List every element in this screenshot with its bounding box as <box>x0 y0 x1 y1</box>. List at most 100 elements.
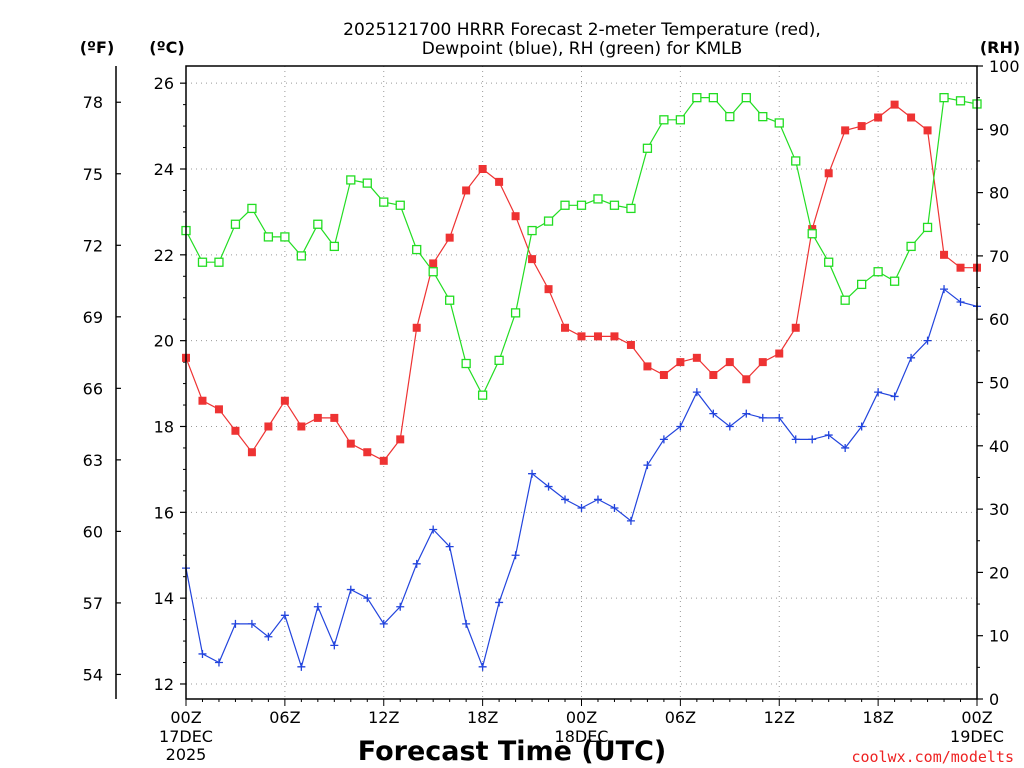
data-point <box>379 197 389 207</box>
data-point <box>692 388 701 397</box>
data-point <box>412 323 421 332</box>
time-tick-label: 00Z <box>170 708 201 727</box>
data-series <box>181 93 982 671</box>
data-point <box>659 435 668 444</box>
data-point <box>939 93 949 103</box>
data-point <box>775 413 784 422</box>
data-point <box>791 156 801 166</box>
data-point <box>593 194 603 204</box>
data-point <box>906 241 916 252</box>
rh-tick-label: 60 <box>989 310 1009 329</box>
data-point <box>362 178 372 188</box>
data-point <box>280 611 289 620</box>
fahrenheit-tick-label: 66 <box>83 379 103 398</box>
data-point <box>511 212 520 221</box>
time-tick-label: 06Z <box>269 708 300 727</box>
data-point <box>461 358 471 369</box>
fahrenheit-tick-label: 60 <box>83 522 103 541</box>
time-tick-date-label: 17DEC <box>159 727 213 746</box>
data-point <box>313 413 322 422</box>
data-point <box>214 257 224 267</box>
series-rh <box>181 93 982 400</box>
data-point <box>692 353 701 362</box>
data-point <box>840 295 850 305</box>
data-point <box>675 115 686 125</box>
chart-title-line1: 2025121700 HRRR Forecast 2-meter Tempera… <box>343 20 821 40</box>
data-point <box>379 456 388 465</box>
data-point <box>956 263 965 272</box>
data-point <box>857 122 866 131</box>
time-tick-label: 06Z <box>665 708 696 727</box>
series-temperature <box>182 100 981 465</box>
data-point <box>560 200 570 210</box>
data-point <box>297 422 306 431</box>
rh-tick-label: 100 <box>989 57 1020 76</box>
rh-axis: 0 10 20 30 40 50 60 70 80 90 100 <box>977 57 1020 709</box>
time-tick-label: 00Z <box>961 708 992 727</box>
data-point <box>544 285 553 294</box>
data-point <box>528 255 537 264</box>
data-point <box>808 435 817 444</box>
time-tick-label: 18Z <box>862 708 893 727</box>
data-point <box>725 422 734 431</box>
celsius-tick-label: 26 <box>154 74 174 93</box>
data-point <box>280 396 289 405</box>
data-point <box>428 267 438 277</box>
data-point <box>429 259 438 268</box>
data-point <box>841 126 850 135</box>
data-point <box>890 392 899 401</box>
data-point <box>709 370 718 379</box>
data-point <box>412 559 421 568</box>
data-point <box>956 298 965 307</box>
data-point <box>643 461 652 470</box>
data-point <box>709 409 718 418</box>
data-point <box>907 353 916 362</box>
data-point <box>758 413 767 422</box>
data-point <box>264 422 273 431</box>
data-point <box>643 362 652 371</box>
data-point <box>197 257 208 267</box>
data-point <box>890 100 899 109</box>
data-point <box>940 250 949 259</box>
data-point <box>741 93 751 103</box>
data-point <box>478 662 487 671</box>
data-point <box>494 355 504 365</box>
data-point <box>495 177 504 186</box>
data-point <box>462 186 471 195</box>
data-point <box>330 413 339 422</box>
data-point <box>889 276 900 286</box>
data-point <box>923 336 932 345</box>
data-point <box>808 225 817 234</box>
data-point <box>676 358 685 367</box>
data-point <box>264 632 273 641</box>
data-point <box>758 111 768 122</box>
series-line <box>185 288 978 669</box>
data-point <box>478 164 487 173</box>
data-point <box>955 96 966 106</box>
data-point <box>791 323 800 332</box>
fahrenheit-tick-label: 75 <box>83 165 103 184</box>
data-point <box>907 113 916 122</box>
data-point <box>363 448 372 457</box>
data-point <box>445 233 454 242</box>
rh-unit-label: (RH) <box>980 38 1020 57</box>
celsius-axis: 12 14 16 18 20 22 24 26 <box>154 74 186 694</box>
celsius-tick-label: 20 <box>154 332 174 351</box>
data-point <box>510 308 521 318</box>
fahrenheit-tick-label: 72 <box>83 236 103 255</box>
data-point <box>198 396 207 405</box>
data-point <box>725 111 735 122</box>
data-point <box>296 251 307 261</box>
data-point <box>758 358 767 367</box>
rh-tick-label: 10 <box>989 627 1009 646</box>
celsius-tick-label: 12 <box>154 675 174 694</box>
data-point <box>462 619 471 628</box>
data-point <box>742 375 751 384</box>
rh-tick-label: 0 <box>989 690 999 709</box>
time-tick-date-label: 19DEC <box>950 727 1004 746</box>
data-point <box>791 435 800 444</box>
data-point <box>412 244 422 255</box>
rh-tick-label: 30 <box>989 500 1009 519</box>
data-point <box>609 200 620 210</box>
data-point <box>774 118 784 128</box>
